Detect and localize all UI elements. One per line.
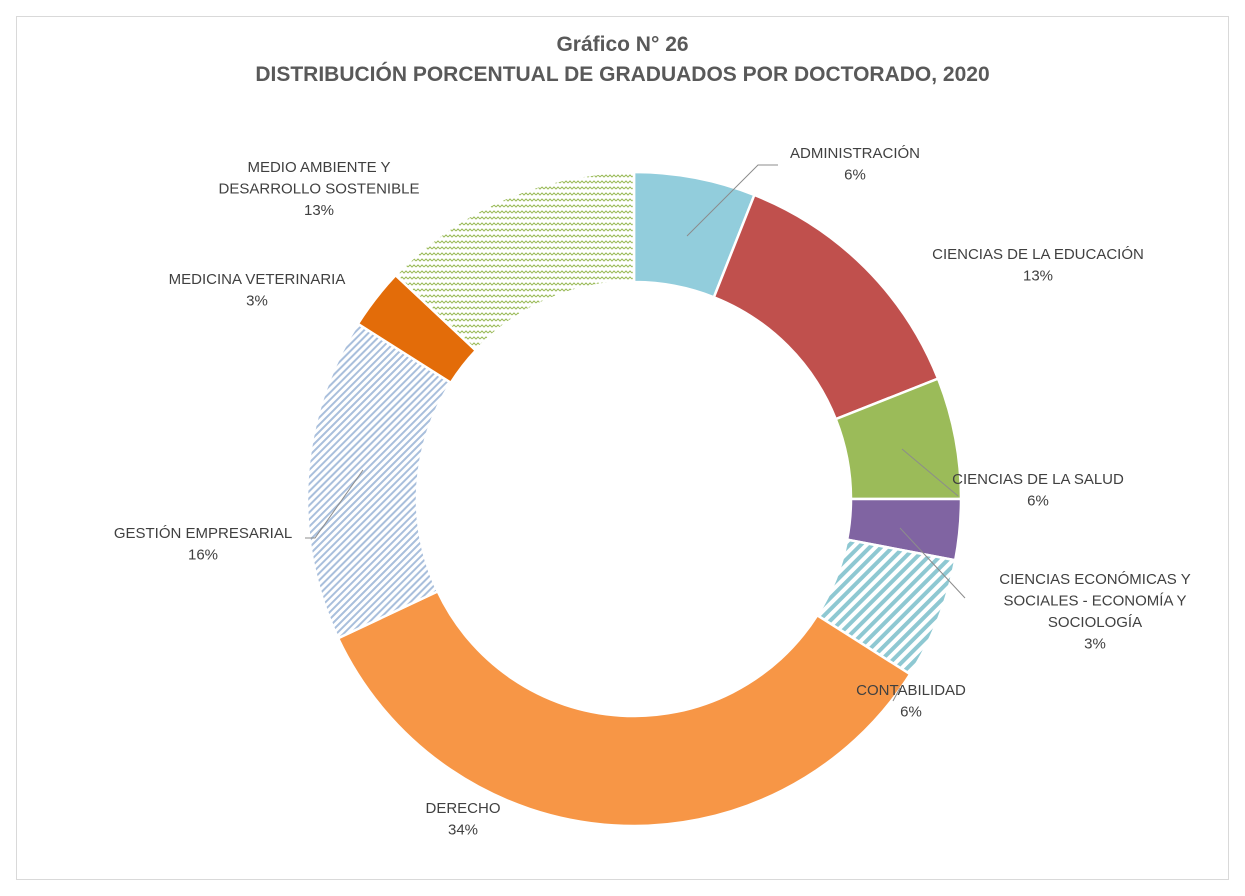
leader-line bbox=[305, 469, 364, 539]
slice-label-line: GESTIÓN EMPRESARIAL bbox=[114, 525, 292, 542]
slice-label-line: 6% bbox=[844, 167, 866, 184]
slice-label-economicas: CIENCIAS ECONÓMICAS Y SOCIALES - ECONOMÍA… bbox=[999, 571, 1190, 653]
slice-medio-ambiente-y-desarrollo-sostenible bbox=[393, 170, 636, 353]
slice-labels: ADMINISTRACIÓN 6% CIENCIAS DE LA EDUCACIÓN… bbox=[114, 145, 1191, 839]
slice-label-line: 13% bbox=[304, 202, 334, 219]
slice-label-line: CONTABILIDAD bbox=[856, 682, 966, 699]
slice-label-line: 34% bbox=[448, 822, 478, 839]
leader-lines bbox=[305, 164, 966, 702]
slice-label-derecho: DERECHO 34% bbox=[425, 800, 500, 839]
slice-label-ambiente: MEDIO AMBIENTE Y DESARROLLO SOSTENIBLE 13% bbox=[219, 159, 420, 219]
slice-label-line: 13% bbox=[1023, 268, 1053, 285]
slice-label-veterinaria: MEDICINA VETERINARIA 3% bbox=[169, 271, 346, 310]
slice-label-line: 3% bbox=[1084, 636, 1106, 653]
slice-label-line: SOCIOLOGÍA bbox=[1048, 614, 1142, 631]
leader-line bbox=[892, 687, 901, 702]
leader-line bbox=[899, 527, 966, 599]
slice-ciencias-de-la-educacion bbox=[712, 193, 940, 421]
leader-line bbox=[686, 164, 778, 237]
slice-derecho bbox=[336, 589, 912, 828]
slice-label-line: CIENCIAS DE LA SALUD bbox=[952, 471, 1124, 488]
slice-label-line: 6% bbox=[900, 704, 922, 721]
slice-label-gestion: GESTIÓN EMPRESARIAL 16% bbox=[114, 525, 292, 564]
slice-label-salud: CIENCIAS DE LA SALUD 6% bbox=[952, 471, 1124, 510]
slice-label-line: CIENCIAS DE LA EDUCACIÓN bbox=[932, 246, 1144, 263]
slice-label-contabilidad: CONTABILIDAD 6% bbox=[856, 682, 966, 721]
slice-label-line: CIENCIAS ECONÓMICAS Y bbox=[999, 571, 1190, 588]
slice-label-line: MEDICINA VETERINARIA bbox=[169, 271, 346, 288]
chart-subtitle: DISTRIBUCIÓN PORCENTUAL DE GRADUADOS POR… bbox=[255, 63, 990, 86]
slice-label-line: 6% bbox=[1027, 493, 1049, 510]
slice-label-line: DESARROLLO SOSTENIBLE bbox=[219, 181, 420, 198]
slice-label-line: MEDIO AMBIENTE Y bbox=[247, 159, 390, 176]
chart-title-block: Gráfico N° 26 DISTRIBUCIÓN PORCENTUAL DE… bbox=[0, 30, 1245, 90]
slice-label-line: 3% bbox=[246, 293, 268, 310]
slice-label-administracion: ADMINISTRACIÓN 6% bbox=[790, 145, 920, 184]
slice-label-line: 16% bbox=[188, 547, 218, 564]
slice-gestion-empresarial bbox=[305, 322, 453, 640]
slice-label-line: SOCIALES - ECONOMÍA Y bbox=[1003, 593, 1186, 610]
slice-label-line: ADMINISTRACIÓN bbox=[790, 145, 920, 162]
slice-label-educacion: CIENCIAS DE LA EDUCACIÓN 13% bbox=[932, 246, 1144, 285]
slice-label-line: DERECHO bbox=[425, 800, 500, 817]
chart-title: Gráfico N° 26 bbox=[556, 33, 689, 56]
leader-line bbox=[901, 448, 959, 497]
donut-slices bbox=[305, 170, 963, 828]
